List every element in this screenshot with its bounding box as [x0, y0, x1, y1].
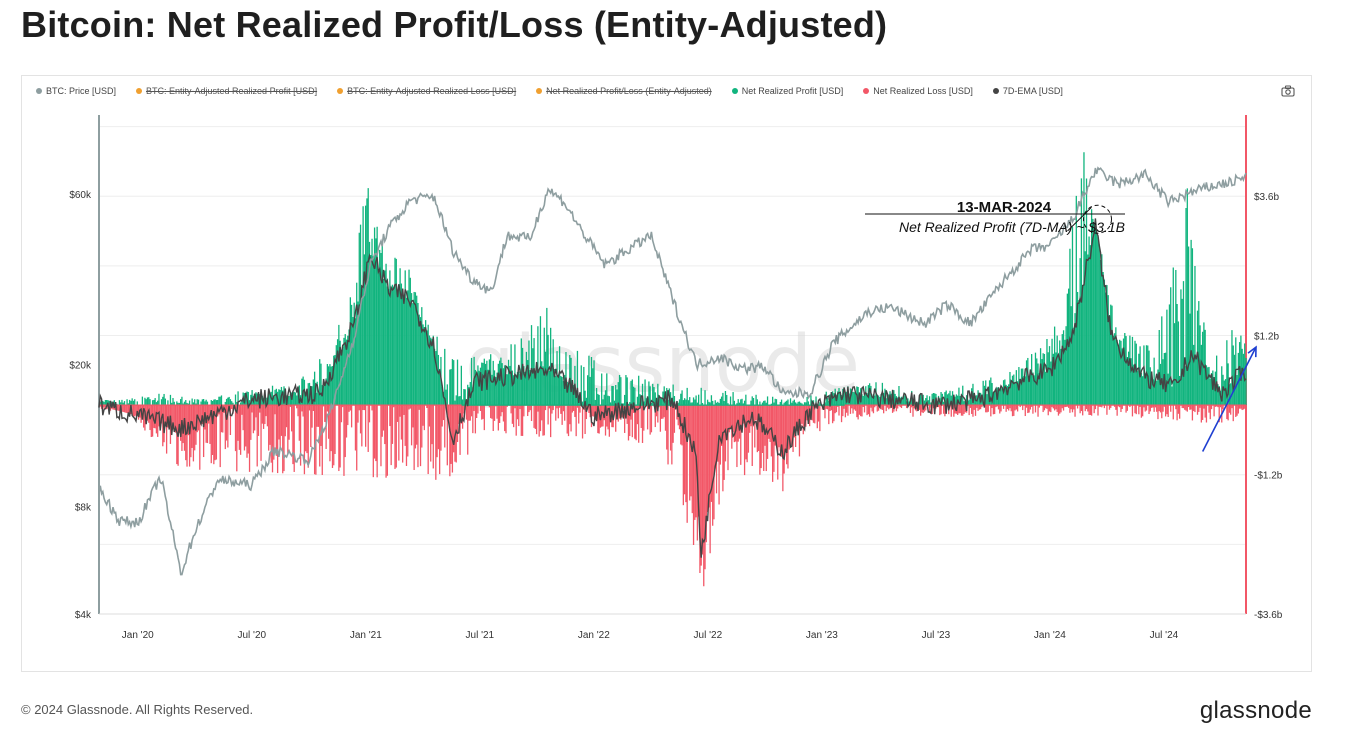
y-left-tick-label: $8k — [75, 503, 92, 514]
legend-item[interactable]: BTC: Entity-Adjusted Realized Loss [USD] — [337, 86, 516, 96]
y-right-tick-label: -$1.2b — [1254, 471, 1283, 482]
y-right-tick-label: -$3.6b — [1254, 610, 1283, 621]
x-tick-label: Jan '22 — [578, 630, 610, 641]
x-tick-label: Jan '24 — [1034, 630, 1066, 641]
legend-marker-icon — [731, 88, 738, 94]
annotation-date: 13-MAR-2024 — [957, 199, 1052, 216]
copyright-text: © 2024 Glassnode. All Rights Reserved. — [21, 702, 254, 717]
legend-marker-icon — [992, 88, 999, 94]
legend: BTC: Price [USD] BTC: Entity-Adjusted Rea… — [36, 84, 1063, 98]
page-title: Bitcoin: Net Realized Profit/Loss (Entit… — [21, 4, 888, 45]
x-tick-label: Jul '22 — [694, 630, 723, 641]
legend-marker-icon — [536, 88, 543, 94]
legend-marker-icon — [863, 88, 870, 94]
legend-marker-icon — [136, 88, 143, 94]
legend-marker-icon — [337, 88, 344, 94]
y-left-tick-label: $4k — [75, 610, 92, 621]
btc-price-line — [98, 166, 1247, 576]
legend-label: Net Realized Profit [USD] — [741, 86, 844, 96]
y-left-tick-label: $60k — [69, 190, 92, 201]
chart-frame: BTC: Price [USD] BTC: Entity-Adjusted Rea… — [21, 75, 1312, 672]
legend-label: BTC: Entity-Adjusted Realized Loss [USD] — [347, 86, 517, 96]
annotation-circle — [1082, 204, 1112, 234]
net-realized-profit-series — [99, 152, 1247, 406]
x-tick-label: Jan '20 — [122, 630, 154, 641]
ema-7d-line — [98, 218, 1247, 558]
annotation-text: Net Realized Profit (7D-MA) ~ $3.1B — [899, 219, 1125, 235]
legend-item[interactable]: BTC: Entity-Adjusted Realized Profit [US… — [136, 86, 317, 96]
x-tick-label: Jan '21 — [350, 630, 382, 641]
annotation-leader-line — [1067, 206, 1092, 232]
net-realized-loss-series — [99, 405, 1247, 587]
legend-label: Net Realized Loss [USD] — [873, 86, 973, 96]
x-tick-label: Jul '24 — [1150, 630, 1179, 641]
y-right-tick-label: $1.2b — [1254, 331, 1279, 342]
x-tick-label: Jan '23 — [806, 630, 838, 641]
trend-arrow-head-icon — [1247, 345, 1257, 358]
legend-item[interactable]: Net Realized Profit [USD] — [731, 86, 844, 96]
x-tick-label: Jul '20 — [237, 630, 266, 641]
legend-marker-icon — [36, 88, 42, 94]
y-left-tick-label: $20k — [69, 361, 92, 372]
legend-item[interactable]: 7D-EMA [USD] — [992, 86, 1063, 96]
legend-label: BTC: Entity-Adjusted Realized Profit [US… — [146, 86, 318, 96]
camera-icon[interactable] — [1281, 85, 1295, 97]
legend-label: Net Realized Profit/Loss (Entity-Adjuste… — [546, 86, 712, 96]
x-tick-label: Jul '21 — [466, 630, 495, 641]
footer-logo: glassnode — [1199, 697, 1312, 724]
y-right-tick-label: $3.6b — [1254, 192, 1279, 203]
trend-arrow-line — [1201, 346, 1257, 452]
chart-plot: glassnode$4k$8k$20k$60k-$3.6b-$1.2b$1.2b… — [69, 115, 1283, 641]
legend-item[interactable]: Net Realized Loss [USD] — [863, 86, 973, 96]
legend-label: 7D-EMA [USD] — [1002, 86, 1063, 96]
legend-item[interactable]: BTC: Price [USD] — [36, 86, 116, 96]
legend-label: BTC: Price [USD] — [46, 86, 117, 96]
legend-item[interactable]: Net Realized Profit/Loss (Entity-Adjuste… — [536, 86, 712, 96]
x-tick-label: Jul '23 — [922, 630, 951, 641]
